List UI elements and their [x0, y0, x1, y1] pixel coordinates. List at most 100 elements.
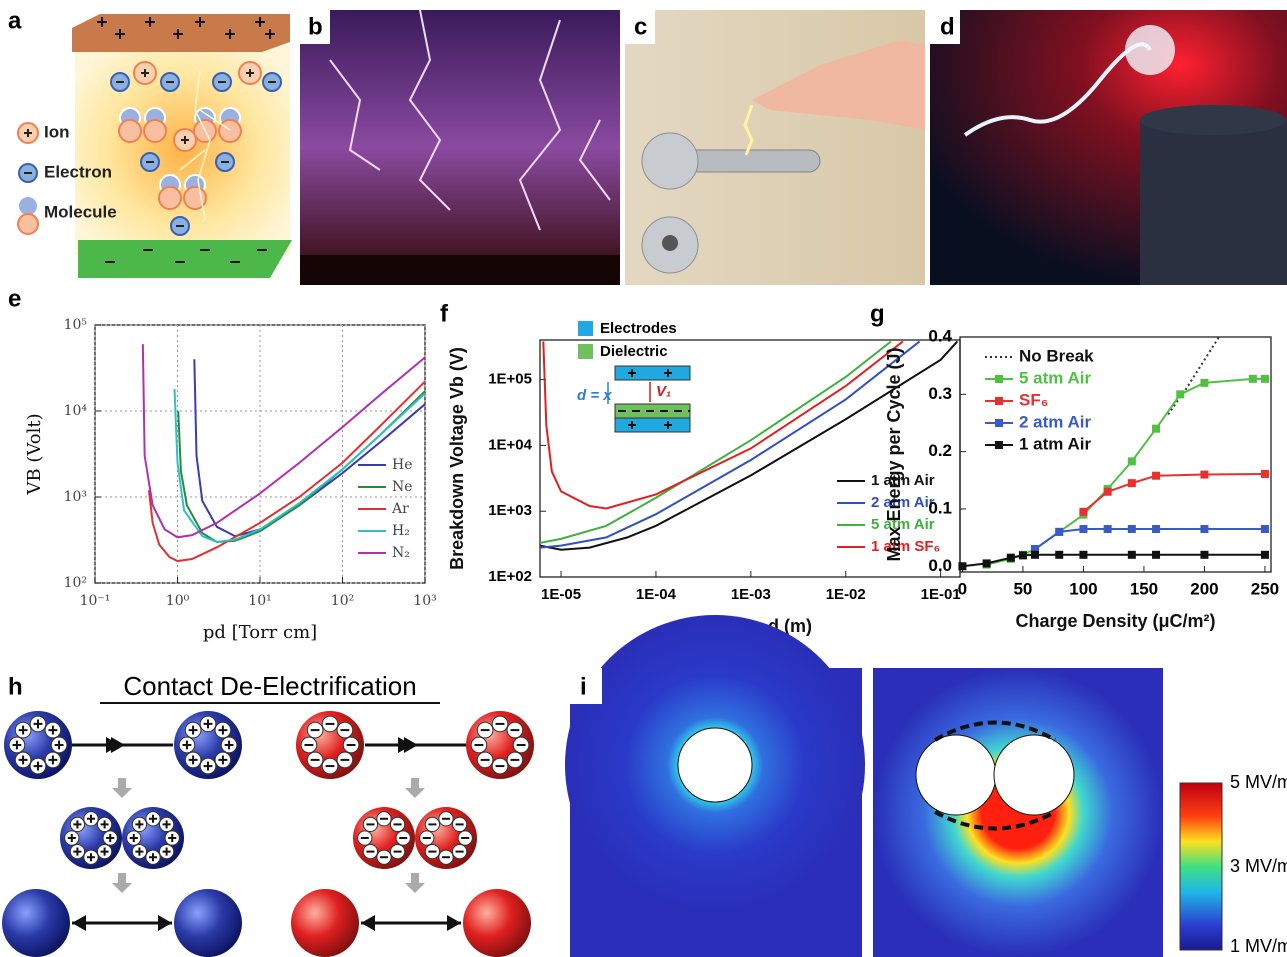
marker — [958, 562, 967, 571]
lightning — [408, 9, 451, 211]
sphere — [291, 889, 359, 957]
y-tick-label: 10⁴ — [64, 403, 88, 419]
plus-sign — [664, 421, 672, 429]
molecule — [218, 119, 242, 143]
x-tick-label: 200 — [1190, 579, 1218, 598]
panel-label: f — [440, 300, 449, 327]
molecule-legend — [19, 197, 37, 215]
lightning — [518, 19, 562, 231]
plus-sign — [54, 740, 64, 750]
plus-sign — [203, 761, 213, 771]
plus-sign — [145, 17, 155, 27]
legend-label: He — [392, 457, 413, 473]
marker — [1079, 507, 1088, 516]
marker — [1260, 550, 1269, 559]
plus-sign — [181, 136, 189, 144]
plus-sign — [135, 847, 144, 856]
marker — [1260, 525, 1269, 534]
legend-label: Molecule — [44, 202, 117, 221]
plus-sign — [67, 833, 76, 843]
inset-key — [578, 321, 593, 336]
legend-label: 1 atm Air — [1019, 434, 1092, 453]
plus-sign — [24, 129, 32, 137]
x-tick-label: 0 — [958, 579, 967, 598]
colorbar-label: 5 MV/m — [1230, 772, 1287, 792]
series-line — [173, 389, 426, 543]
marker — [1152, 424, 1161, 433]
molecule — [118, 119, 142, 143]
lightning — [578, 119, 611, 201]
chart: 0 50 100 150 200 250 0.0 0.1 0.2 0.3 0.4 No Break 5 … — [884, 326, 1279, 630]
plus-sign — [135, 820, 144, 829]
colorbar — [1179, 782, 1223, 951]
series-line — [147, 380, 426, 563]
x-axis-label: pd [Torr cm] — [203, 622, 317, 643]
plus-sign — [18, 725, 28, 735]
colorbar-label: 3 MV/m — [1230, 856, 1287, 876]
panel-label: i — [580, 673, 587, 700]
x-tick-label: 10⁻¹ — [80, 593, 111, 609]
x-tick-label: 1E-03 — [731, 586, 771, 603]
marker — [1127, 525, 1136, 534]
plus-sign — [225, 29, 235, 39]
electrode — [614, 417, 691, 433]
plus-sign — [224, 740, 234, 750]
molecule — [143, 119, 167, 143]
y-tick-label: 0.0 — [928, 556, 952, 575]
plus-sign — [100, 820, 109, 829]
x-tick-label: 250 — [1251, 579, 1279, 598]
y-tick-label: 0.4 — [928, 326, 952, 345]
y-tick-label: 10³ — [64, 489, 87, 505]
marker — [1152, 550, 1161, 559]
y-tick-label: 1E+03 — [488, 502, 532, 519]
marker — [1152, 525, 1161, 534]
hand — [752, 40, 925, 130]
plus-sign — [115, 29, 125, 39]
marker — [1103, 525, 1112, 534]
spark — [179, 69, 231, 221]
marker — [1200, 525, 1209, 534]
legend-label: H₂ — [392, 523, 410, 539]
plus-sign — [218, 755, 228, 765]
down-arrow — [405, 873, 425, 893]
series-line — [539, 340, 959, 551]
y-axis-label: Max Energy per Cycle (J) — [884, 347, 904, 561]
x-tick-label: 1E-01 — [921, 586, 961, 603]
plus-sign — [628, 369, 636, 377]
plus-sign — [73, 820, 82, 829]
marker — [1079, 550, 1088, 559]
legend-marker — [995, 397, 1003, 405]
cylinder-top — [1140, 105, 1286, 135]
down-arrow — [112, 873, 132, 893]
inset-label: Electrodes — [600, 320, 677, 337]
series-line — [542, 340, 904, 510]
arrowhead — [72, 915, 86, 931]
marker — [1103, 487, 1112, 496]
legend-label: No Break — [1019, 346, 1094, 365]
arc-glow — [1125, 25, 1175, 75]
series-line — [1082, 472, 1265, 513]
photo-lightning — [300, 10, 620, 285]
panel-label: g — [870, 300, 885, 327]
keyhole — [662, 235, 678, 251]
legend-label: 2 atm Air — [1019, 412, 1092, 431]
rose — [641, 132, 699, 190]
plus-sign — [48, 755, 58, 765]
plus-sign — [148, 814, 158, 823]
panel-label: c — [634, 13, 647, 40]
x-tick-label: 100 — [1069, 579, 1097, 598]
legend-marker — [995, 441, 1003, 449]
label-bg — [300, 10, 330, 44]
legend-label: 5 atm Air — [871, 516, 935, 533]
field-dashes — [933, 720, 1057, 831]
arrowhead — [447, 915, 461, 931]
series-line — [1167, 336, 1220, 415]
panel-label: e — [8, 285, 21, 312]
plus-sign — [255, 17, 265, 27]
legend-label: N₂ — [392, 545, 410, 561]
legend-label: 2 atm Air — [871, 494, 935, 511]
legend-label: 5 atm Air — [1019, 368, 1092, 387]
plus-sign — [168, 833, 177, 843]
plus-sign — [12, 740, 22, 750]
